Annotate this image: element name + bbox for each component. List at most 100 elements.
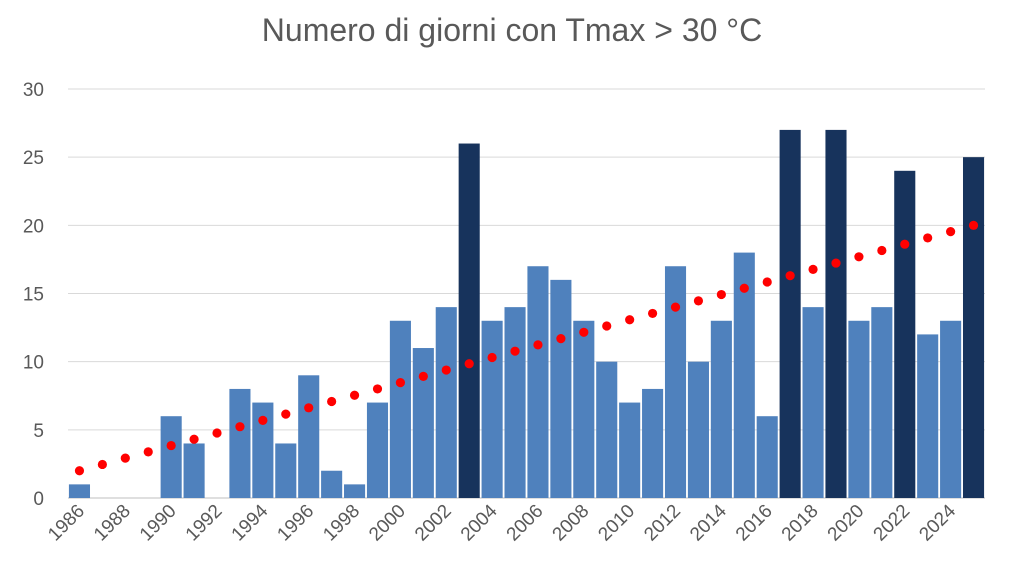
trendline-point <box>579 327 589 337</box>
trendline-point <box>464 359 474 369</box>
bar-1999 <box>366 402 389 498</box>
x-tick-label: 2014 <box>686 500 731 545</box>
trendline-point <box>120 453 130 463</box>
trendline-point <box>923 233 933 243</box>
x-tick-label: 2008 <box>549 501 594 546</box>
trendline-point <box>74 466 85 476</box>
trendline-point <box>625 315 635 325</box>
trendline-point <box>693 296 704 306</box>
bar-2014 <box>710 320 732 498</box>
trendline-point <box>166 440 176 451</box>
trendline-point <box>831 258 841 268</box>
bar-2005 <box>504 307 526 498</box>
y-tick-label: 30 <box>23 80 44 101</box>
y-tick-label: 20 <box>23 216 44 237</box>
bar-2024 <box>940 320 962 498</box>
trendline-point <box>487 352 497 363</box>
trendline-point <box>602 321 612 331</box>
bar-2009 <box>596 361 618 498</box>
bar-2015 <box>733 252 755 498</box>
trendline-point <box>395 378 406 388</box>
bar-2019 <box>825 129 847 498</box>
bar-2016 <box>756 416 778 498</box>
bar-2007 <box>550 279 572 498</box>
x-tick-label: 1990 <box>136 501 181 546</box>
trendline-point <box>349 390 360 400</box>
x-tick-label: 1992 <box>182 501 227 546</box>
trendline-point <box>418 371 428 381</box>
trendline-point <box>533 340 543 350</box>
x-tick-label: 2020 <box>824 501 869 546</box>
trendline-point <box>854 252 864 262</box>
trendline-point <box>441 365 451 375</box>
bar-2003 <box>458 143 480 499</box>
trendline-point <box>900 239 910 249</box>
bar-1990 <box>160 416 182 498</box>
bar-2018 <box>802 307 824 498</box>
trendline-point <box>785 271 795 281</box>
trendline-point <box>372 384 383 394</box>
x-tick-label: 1998 <box>319 501 364 546</box>
bar-2017 <box>779 129 801 498</box>
x-tick-label: 2010 <box>594 501 639 546</box>
bar-2008 <box>573 320 595 498</box>
trendline-point <box>946 227 956 237</box>
trendline-point <box>808 264 818 274</box>
trendline-point <box>670 302 681 312</box>
trendline-point <box>968 220 979 230</box>
trendline-point <box>327 396 337 407</box>
x-tick-label: 2012 <box>640 501 685 546</box>
bar-2004 <box>481 320 503 498</box>
x-tick-label: 2006 <box>503 501 548 546</box>
x-tick-label: 1988 <box>90 501 135 546</box>
bar-2002 <box>435 307 457 498</box>
trendline-point <box>143 447 153 457</box>
y-tick-label: 15 <box>23 285 44 306</box>
x-tick-label: 1996 <box>274 501 319 546</box>
x-tick-label: 2000 <box>365 501 410 546</box>
bar-1994 <box>252 402 274 498</box>
bar-1995 <box>275 443 297 498</box>
bar-2013 <box>687 361 709 498</box>
bar-2010 <box>619 402 641 498</box>
trendline-point <box>647 308 658 319</box>
bar-2021 <box>871 307 893 498</box>
chart-title: Numero di giorni con Tmax > 30 °C <box>261 12 763 48</box>
bar-2022 <box>894 170 916 499</box>
x-tick-label: 2022 <box>870 501 915 546</box>
bar-2012 <box>664 266 687 498</box>
trendline-point <box>556 333 566 344</box>
trendline-point <box>281 409 291 419</box>
bar-1996 <box>298 375 320 498</box>
x-tick-label: 2018 <box>778 501 823 546</box>
y-tick-label: 25 <box>23 148 44 169</box>
bar-2011 <box>642 388 664 498</box>
trendline-point <box>189 434 199 444</box>
trendline-point <box>304 403 314 413</box>
x-tick-label: 2004 <box>457 500 502 545</box>
bar-2006 <box>527 266 549 498</box>
x-tick-label: 2024 <box>915 500 960 545</box>
trendline-point <box>739 283 749 293</box>
x-tick-label: 2016 <box>732 501 777 546</box>
trendline-point <box>762 277 772 287</box>
trendline-point <box>716 289 726 300</box>
y-tick-label: 10 <box>23 353 44 374</box>
bar-2020 <box>848 320 870 498</box>
bar-1986 <box>68 484 91 498</box>
x-tick-label: 1986 <box>44 501 89 546</box>
y-tick-label: 0 <box>33 489 44 510</box>
bar-2025 <box>962 157 985 498</box>
bar-1998 <box>344 484 366 498</box>
bar-1991 <box>183 443 205 498</box>
trendline-point <box>258 415 268 425</box>
bar-2000 <box>389 320 411 498</box>
x-tick-label: 2002 <box>411 501 456 546</box>
x-tick-label: 1994 <box>228 500 273 545</box>
trendline-point <box>97 459 107 470</box>
trendline-point <box>235 422 245 432</box>
trendline-point <box>510 346 520 356</box>
bar-1993 <box>229 388 251 498</box>
